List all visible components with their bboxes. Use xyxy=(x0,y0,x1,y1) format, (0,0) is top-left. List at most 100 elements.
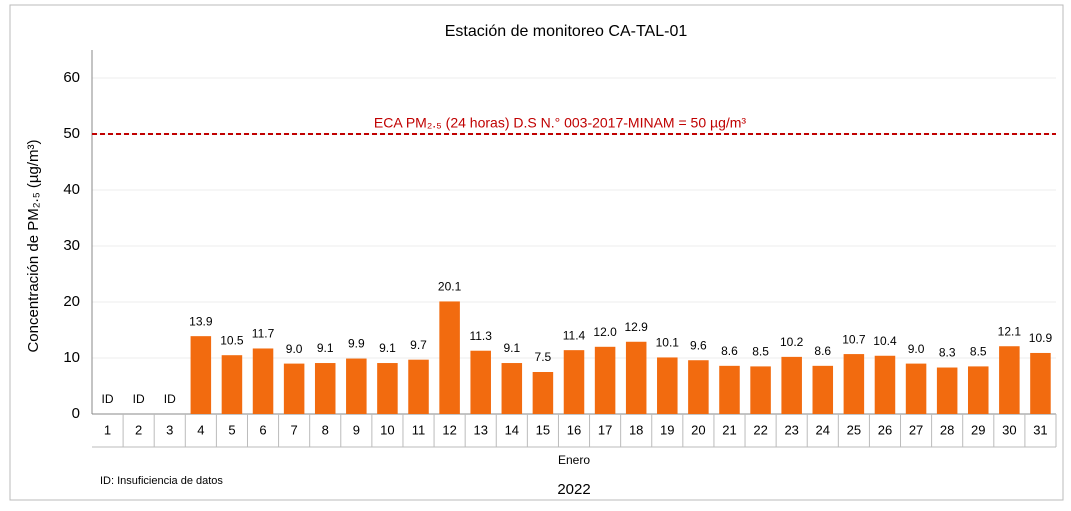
bar xyxy=(470,350,491,414)
y-tick-label: 40 xyxy=(63,181,80,198)
chart-title: Estación de monitoreo CA-TAL-01 xyxy=(445,23,688,40)
x-tick-label: 28 xyxy=(940,422,954,437)
x-tick-label: 5 xyxy=(228,422,235,437)
x-tick-label: 20 xyxy=(691,422,705,437)
value-label: 9.0 xyxy=(286,342,303,356)
value-label: 8.6 xyxy=(814,344,831,358)
value-label: 8.5 xyxy=(752,345,769,359)
x-tick-label: 18 xyxy=(629,422,643,437)
x-tick-label: 23 xyxy=(784,422,798,437)
bar xyxy=(532,372,554,414)
value-label: 10.4 xyxy=(873,334,897,348)
bar xyxy=(594,346,616,414)
bar xyxy=(874,355,896,414)
x-tick-label: 13 xyxy=(473,422,487,437)
bar xyxy=(346,358,367,414)
bar xyxy=(283,363,305,414)
bar xyxy=(812,365,834,414)
value-label: 9.7 xyxy=(410,338,427,352)
x-tick-label: 3 xyxy=(166,422,173,437)
x-tick-label: 11 xyxy=(412,422,426,437)
x-tick-label: 14 xyxy=(505,422,519,437)
value-label: 7.5 xyxy=(535,350,552,364)
bar xyxy=(252,348,274,414)
bar xyxy=(190,336,212,414)
x-tick-label: 8 xyxy=(322,422,329,437)
y-tick-label: 50 xyxy=(63,125,80,142)
value-label: 11.4 xyxy=(563,328,586,342)
bar xyxy=(1030,352,1051,414)
x-tick-label: 12 xyxy=(442,422,456,437)
value-label: 10.7 xyxy=(842,332,866,346)
value-label: 9.9 xyxy=(348,337,365,351)
value-label: 10.5 xyxy=(220,333,244,347)
value-label: 11.3 xyxy=(469,329,492,343)
y-tick-label: 0 xyxy=(72,405,80,422)
x-tick-label: 15 xyxy=(536,422,550,437)
value-label: 10.9 xyxy=(1029,331,1053,345)
x-tick-label: 2 xyxy=(135,422,142,437)
bar xyxy=(750,366,771,414)
x-axis-label: Enero xyxy=(558,453,590,467)
x-tick-label: 29 xyxy=(971,422,985,437)
value-label: 13.9 xyxy=(189,314,213,328)
bar xyxy=(905,363,927,414)
x-tick-label: 27 xyxy=(909,422,923,437)
reference-label: ECA PM₂.₅ (24 horas) D.S N.° 003-2017-MI… xyxy=(374,115,746,131)
bar xyxy=(314,363,336,414)
value-label: 9.6 xyxy=(690,338,707,352)
note: ID: Insuficiencia de datos xyxy=(100,475,223,487)
x-tick-label: 24 xyxy=(816,422,830,437)
bar xyxy=(719,365,740,414)
bar xyxy=(377,363,398,414)
x-tick-label: 9 xyxy=(353,422,360,437)
bar xyxy=(439,301,460,414)
x-tick-label: 30 xyxy=(1002,422,1016,437)
x-tick-label: 17 xyxy=(598,422,612,437)
y-axis-label: Concentración de PM₂.₅ (µg/m³) xyxy=(25,139,42,352)
value-label: 9.1 xyxy=(379,341,396,355)
value-label: 12.0 xyxy=(593,325,617,339)
value-label: 12.9 xyxy=(625,320,649,334)
x-tick-label: 31 xyxy=(1033,422,1047,437)
x-tick-label: 7 xyxy=(291,422,298,437)
x-axis-label-year: 2022 xyxy=(557,481,590,498)
bar xyxy=(967,366,989,414)
value-label: 11.7 xyxy=(252,327,275,341)
bar xyxy=(501,363,523,414)
bar xyxy=(781,356,802,414)
bar xyxy=(936,367,958,414)
value-label: 10.1 xyxy=(656,336,680,350)
x-tick-label: 19 xyxy=(660,422,674,437)
value-label: 8.6 xyxy=(721,344,738,358)
value-label: 10.2 xyxy=(780,335,804,349)
x-tick-label: 6 xyxy=(259,422,266,437)
y-tick-label: 60 xyxy=(63,69,80,86)
x-tick-label: 26 xyxy=(878,422,892,437)
bar xyxy=(221,355,243,414)
value-label: 9.1 xyxy=(317,341,334,355)
y-tick-label: 30 xyxy=(63,237,80,254)
bar xyxy=(688,360,709,414)
x-tick-label: 21 xyxy=(722,422,736,437)
value-label: 9.1 xyxy=(503,341,520,355)
value-label: 8.5 xyxy=(970,345,987,359)
bar xyxy=(408,359,429,414)
x-tick-label: 22 xyxy=(753,422,767,437)
x-tick-label: 4 xyxy=(197,422,204,437)
bar xyxy=(843,354,865,414)
value-label: ID xyxy=(102,392,114,406)
x-tick-label: 16 xyxy=(567,422,581,437)
value-label: ID xyxy=(133,392,145,406)
x-tick-label: 25 xyxy=(847,422,861,437)
bar xyxy=(563,350,585,414)
value-label: 12.1 xyxy=(998,324,1022,338)
value-label: 9.0 xyxy=(908,342,925,356)
y-tick-label: 10 xyxy=(63,349,80,366)
value-label: 20.1 xyxy=(438,280,462,294)
y-tick-label: 20 xyxy=(63,293,80,310)
value-label: 8.3 xyxy=(939,346,956,360)
bar xyxy=(657,357,678,414)
bar xyxy=(625,341,647,414)
